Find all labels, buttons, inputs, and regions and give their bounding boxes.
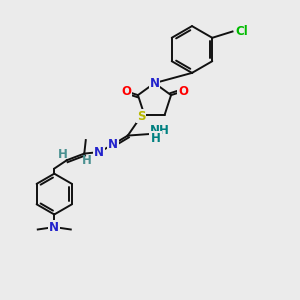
Text: H: H <box>82 154 92 167</box>
Text: N: N <box>108 138 118 151</box>
Text: H: H <box>58 148 68 161</box>
Text: NH: NH <box>150 124 170 137</box>
Text: N: N <box>149 76 160 90</box>
Text: O: O <box>121 85 131 98</box>
Text: Cl: Cl <box>236 25 248 38</box>
Text: S: S <box>137 110 146 123</box>
Text: N: N <box>49 220 59 234</box>
Text: O: O <box>178 85 188 98</box>
Text: N: N <box>94 146 104 159</box>
Text: H: H <box>151 132 161 145</box>
